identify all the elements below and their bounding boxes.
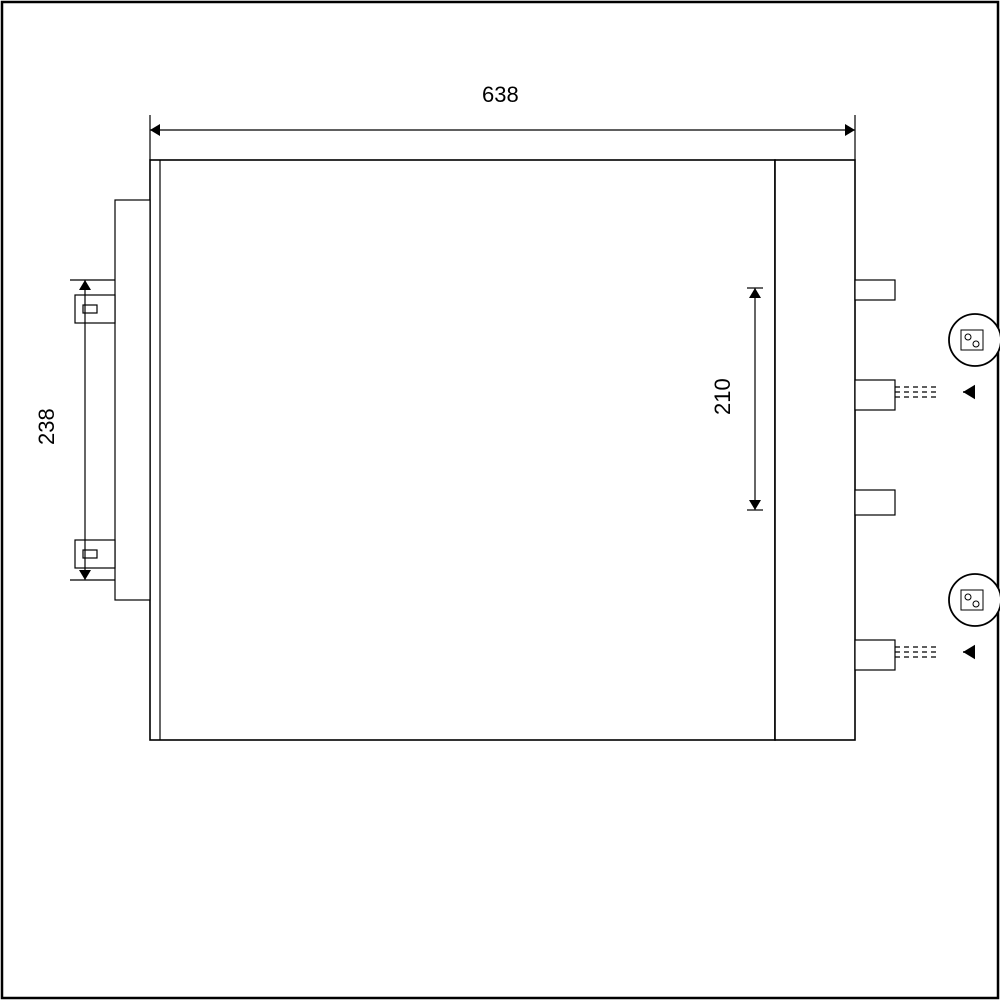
dim-top-label: 638	[482, 82, 519, 108]
dim-left-label: 238	[34, 408, 60, 445]
dim-inner-label: 210	[710, 378, 736, 415]
engineering-drawing	[0, 0, 1000, 1000]
drawing-stage: 638 238 210	[0, 0, 1000, 1000]
